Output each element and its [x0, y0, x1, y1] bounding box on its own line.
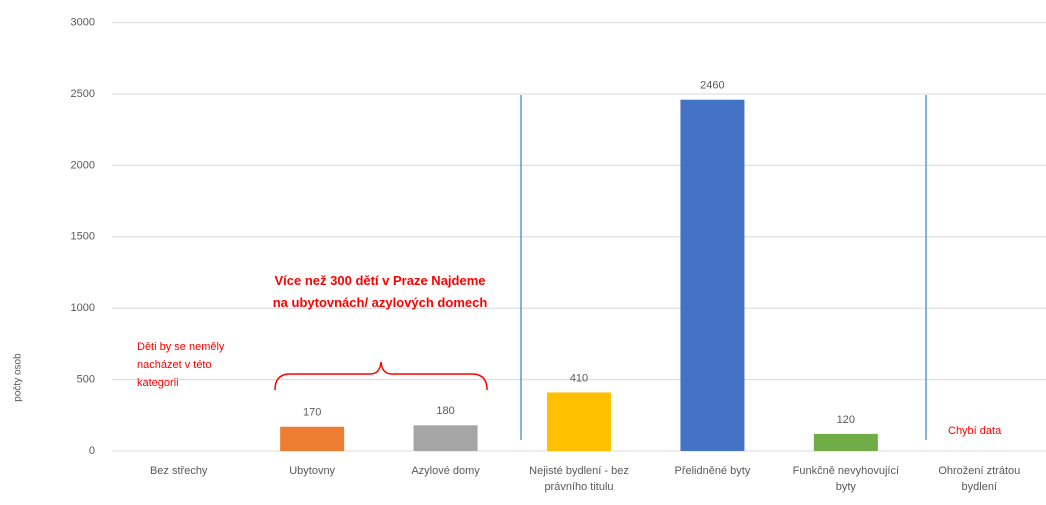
y-tick-label: 1500	[71, 231, 95, 243]
y-tick-label: 2000	[71, 159, 95, 171]
bar	[547, 392, 611, 451]
y-tick-label: 3000	[71, 17, 95, 29]
bar	[280, 426, 345, 451]
x-tick-label: Přelidněné byty	[674, 465, 751, 477]
value-label: 170	[303, 407, 321, 419]
x-tick-label: Nejisté bydlení - bez právního titulu	[529, 465, 629, 493]
y-tick-label: 1000	[71, 302, 95, 314]
y-tick-label: 500	[77, 374, 95, 386]
x-tick-label: Ubytovny	[289, 465, 336, 477]
brace	[274, 361, 488, 391]
bar	[680, 99, 745, 451]
y-axis-label: počty osob	[12, 353, 24, 402]
x-tick-label: Ohrožení ztrátou bydlení	[938, 465, 1021, 493]
x-tick-label: Funkčně nevyhovující byty	[792, 465, 900, 493]
annotation: Více než 300 dětí v Praze Najdeme na uby…	[272, 273, 488, 310]
value-label: 180	[436, 405, 454, 417]
annotation: Chybí data	[948, 425, 1002, 437]
x-tick-label: Azylové domy	[411, 465, 480, 477]
value-label: 2460	[700, 80, 724, 92]
y-tick-label: 2500	[71, 88, 95, 100]
annotation: Děti by se neměly nacházet v této katego…	[137, 341, 225, 389]
bar	[413, 425, 478, 451]
value-label: 410	[570, 372, 588, 384]
x-tick-label: Bez střechy	[149, 465, 208, 477]
value-label: 120	[837, 414, 855, 426]
y-tick-label: 0	[89, 445, 95, 457]
bar	[813, 433, 878, 451]
